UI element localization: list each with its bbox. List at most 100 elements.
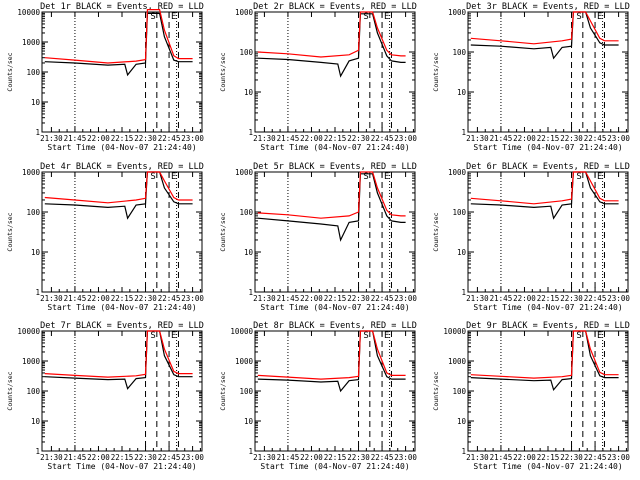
panel-title: Det 6r BLACK = Events, RED = LLD — [466, 162, 630, 172]
x-tick-label: 22:00 — [513, 134, 536, 143]
y-tick-label: 10000 — [17, 327, 40, 336]
end-marker-label: E — [171, 12, 176, 22]
x-axis-label: Start Time (04-Nov-07 21:24:40) — [260, 462, 409, 471]
x-tick-label: 22:45 — [158, 134, 181, 143]
y-tick-label: 1 — [461, 128, 466, 137]
x-tick-label: 21:45 — [490, 453, 513, 462]
lld-series-line — [44, 9, 193, 64]
end-marker-label: E — [384, 331, 389, 341]
y-tick-label: 10 — [244, 88, 254, 97]
start-marker-label: S — [150, 172, 155, 182]
x-tick-label: 22:00 — [513, 453, 536, 462]
x-tick-label: 22:30 — [134, 294, 157, 303]
panel-title: Det 2r BLACK = Events, RED = LLD — [253, 2, 417, 12]
x-tick-label: 21:30 — [466, 294, 489, 303]
y-tick-label: 10 — [457, 248, 467, 257]
y-tick-label: 1000 — [22, 168, 41, 177]
start-marker-label: S — [363, 172, 368, 182]
y-tick-label: 1 — [248, 128, 253, 137]
x-tick-label: 22:30 — [134, 453, 157, 462]
lld-series-line — [470, 330, 619, 379]
x-axis-label: Start Time (04-Nov-07 21:24:40) — [47, 303, 196, 312]
lld-series-line — [44, 171, 193, 204]
x-tick-label: 22:15 — [111, 453, 134, 462]
y-axis-label: Counts/sec — [6, 212, 14, 251]
detector-panel: Det 1r BLACK = Events, RED = LLD Start Ti… — [6, 2, 204, 152]
x-tick-label: 21:30 — [253, 134, 276, 143]
panel-title: Det 4r BLACK = Events, RED = LLD — [40, 162, 204, 172]
y-tick-label: 1000 — [448, 357, 467, 366]
x-tick-label: 23:00 — [394, 453, 417, 462]
y-tick-label: 1 — [35, 447, 40, 456]
y-tick-label: 10 — [457, 88, 467, 97]
x-tick-label: 21:45 — [64, 453, 87, 462]
start-marker-label: S — [363, 331, 368, 341]
x-tick-label: 22:45 — [584, 453, 607, 462]
x-tick-label: 22:00 — [300, 294, 323, 303]
lld-series-line — [257, 11, 406, 58]
y-tick-label: 1000 — [235, 357, 254, 366]
x-tick-label: 21:30 — [40, 294, 63, 303]
x-tick-label: 21:45 — [64, 134, 87, 143]
y-tick-label: 1 — [35, 288, 40, 297]
panel-title: Det 7r BLACK = Events, RED = LLD — [40, 321, 204, 331]
events-series-line — [257, 173, 406, 242]
x-tick-label: 22:45 — [371, 453, 394, 462]
x-tick-label: 22:30 — [134, 134, 157, 143]
start-marker-label: S — [150, 331, 155, 341]
x-tick-label: 22:00 — [300, 134, 323, 143]
y-tick-label: 10000 — [443, 327, 466, 336]
lld-series-line — [470, 11, 619, 45]
events-series-line — [44, 12, 193, 77]
y-tick-label: 1000 — [22, 357, 41, 366]
end-marker-label: E — [384, 12, 389, 22]
detector-panel: Det 6r BLACK = Events, RED = LLD Start Ti… — [432, 162, 630, 312]
panel-title: Det 8r BLACK = Events, RED = LLD — [253, 321, 417, 331]
detector-panel: Det 2r BLACK = Events, RED = LLD Start Ti… — [219, 2, 417, 152]
x-tick-label: 23:00 — [181, 134, 204, 143]
detector-panel: Det 5r BLACK = Events, RED = LLD Start Ti… — [219, 162, 417, 312]
y-axis-label: Counts/sec — [6, 52, 14, 91]
detector-panel: Det 9r BLACK = Events, RED = LLD Start Ti… — [432, 321, 630, 471]
detector-panel: Det 8r BLACK = Events, RED = LLD Start Ti… — [219, 321, 417, 471]
x-tick-label: 22:15 — [537, 294, 560, 303]
y-tick-label: 10000 — [230, 327, 253, 336]
x-tick-label: 22:15 — [537, 134, 560, 143]
x-axis-label: Start Time (04-Nov-07 21:24:40) — [47, 462, 196, 471]
x-tick-label: 21:30 — [466, 134, 489, 143]
y-tick-label: 100 — [452, 48, 466, 57]
y-tick-label: 1 — [248, 447, 253, 456]
x-tick-label: 22:15 — [324, 453, 347, 462]
x-tick-label: 21:45 — [277, 294, 300, 303]
end-marker-label: E — [597, 172, 602, 182]
y-tick-label: 100 — [26, 387, 40, 396]
x-tick-label: 22:30 — [560, 134, 583, 143]
y-axis-label: Counts/sec — [219, 212, 227, 251]
y-tick-label: 1000 — [448, 8, 467, 17]
x-tick-label: 21:45 — [490, 134, 513, 143]
panel-title: Det 1r BLACK = Events, RED = LLD — [40, 2, 204, 12]
x-tick-label: 22:00 — [300, 453, 323, 462]
x-tick-label: 22:00 — [513, 294, 536, 303]
x-tick-label: 22:45 — [371, 294, 394, 303]
detector-panel: Det 4r BLACK = Events, RED = LLD Start Ti… — [6, 162, 204, 312]
y-tick-label: 1 — [35, 128, 40, 137]
x-tick-label: 22:15 — [324, 134, 347, 143]
y-tick-label: 100 — [452, 387, 466, 396]
x-tick-label: 22:00 — [87, 453, 110, 462]
x-tick-label: 22:30 — [560, 453, 583, 462]
y-tick-label: 1000 — [448, 168, 467, 177]
x-tick-label: 23:00 — [607, 294, 630, 303]
x-tick-label: 22:00 — [87, 294, 110, 303]
x-tick-label: 21:45 — [277, 453, 300, 462]
x-axis-label: Start Time (04-Nov-07 21:24:40) — [473, 303, 622, 312]
lld-series-line — [257, 171, 406, 219]
y-tick-label: 1000 — [235, 168, 254, 177]
end-marker-label: E — [597, 331, 602, 341]
y-tick-label: 100 — [452, 208, 466, 217]
start-marker-label: S — [363, 12, 368, 22]
x-tick-label: 22:45 — [584, 134, 607, 143]
y-tick-label: 10 — [31, 98, 41, 107]
y-axis-label: Counts/sec — [6, 371, 14, 410]
